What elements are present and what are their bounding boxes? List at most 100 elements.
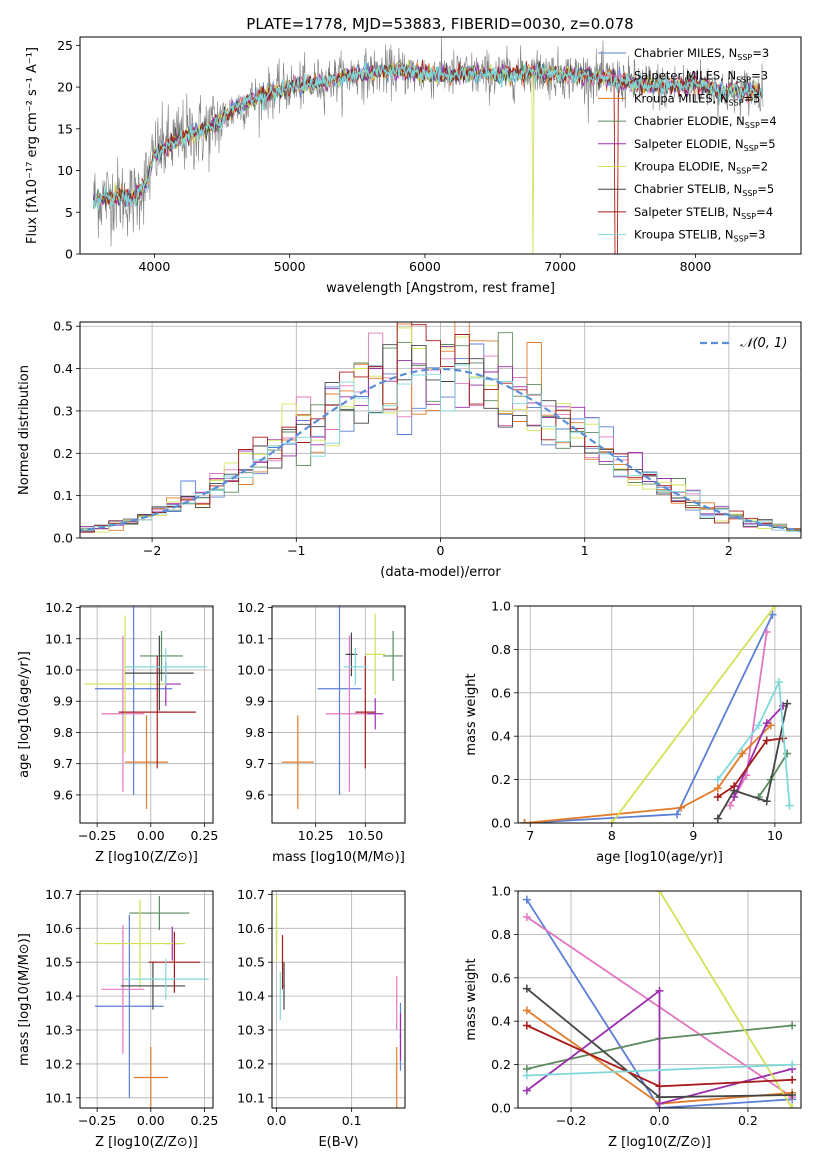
y-tick-label: 9.7 — [53, 756, 73, 771]
age-vs-mass-panel: 10.25 10.50 9.6 9.7 9.8 9.9 10.0 10.1 10.2 mass [… — [237, 600, 406, 865]
y-tick-label: 9.8 — [245, 725, 265, 740]
y-tick-label: 9.6 — [245, 787, 265, 802]
x-tick-label: 0.2 — [738, 1113, 758, 1128]
kroupa-miles-marker — [677, 803, 686, 812]
chabrier-stelib-marker — [788, 1090, 797, 1099]
legend-name: Kroupa MILES, N — [634, 91, 729, 105]
x-tick-label: 5000 — [274, 259, 306, 274]
y-tick-label: 10.0 — [237, 663, 265, 678]
legend-label-chabrier-elodie: Chabrier ELODIE, NSSP=4 — [634, 114, 777, 130]
x-tick-label: 7 — [526, 828, 534, 843]
y-tick-label: 10.4 — [45, 989, 73, 1004]
legend-name: Salpeter ELODIE, N — [634, 137, 744, 151]
x-axis-label: mass [log10(M/M⊙)] — [272, 850, 405, 865]
salpeter-miles-marker — [726, 801, 735, 810]
y-tick-label: 10.7 — [237, 887, 265, 902]
x-tick-label: 0.0 — [650, 1113, 670, 1128]
chabrier-stelib-marker — [522, 984, 531, 993]
x-axis-label: E(B-V) — [318, 1135, 358, 1150]
chabrier-stelib-marker — [713, 814, 722, 823]
y-tick-label: 0.2 — [491, 772, 511, 787]
x-axis-label: Z [log10(Z/Z⊙)] — [95, 850, 198, 865]
y-tick-label: 0 — [65, 247, 73, 262]
y-tick-label: 10.1 — [45, 631, 73, 646]
y-tick-label: 10.3 — [237, 1023, 265, 1038]
legend-label-kroupa-miles: Kroupa MILES, NSSP=5 — [634, 91, 760, 107]
x-tick-label: 7000 — [544, 259, 576, 274]
y-tick-label: 10.5 — [237, 955, 265, 970]
y-tick-label: 0.2 — [53, 446, 73, 461]
kroupa-elodie-weight-line — [611, 606, 776, 823]
kroupa-elodie-weight-line — [658, 891, 793, 1108]
spectrum-title: PLATE=1778, MJD=53883, FIBERID=0030, z=0… — [246, 15, 633, 33]
plot-area — [281, 606, 404, 809]
y-tick-label: 9.8 — [53, 725, 73, 740]
y-tick-label: 10.4 — [237, 989, 265, 1004]
legend-subscript: SSP — [734, 235, 749, 244]
x-tick-label: 0.1 — [342, 1113, 362, 1128]
legend-tail: =2 — [751, 160, 768, 174]
y-tick-label: 10 — [57, 163, 73, 178]
y-tick-label: 0.4 — [491, 1014, 511, 1029]
x-axis-label: Z [log10(Z/Z⊙)] — [608, 1135, 711, 1150]
chabrier-miles-marker — [768, 610, 777, 619]
y-tick-label: 0.6 — [491, 970, 511, 985]
salpeter-stelib-marker — [655, 1082, 664, 1091]
y-tick-label: 15 — [57, 121, 73, 136]
plot-area — [275, 894, 402, 1108]
salpeter-elodie-marker — [655, 986, 664, 995]
legend-name: Chabrier ELODIE, N — [634, 114, 745, 128]
y-tick-label: 10.6 — [237, 921, 265, 936]
y-tick-label: 1.0 — [491, 884, 511, 899]
axes-frame — [79, 36, 802, 255]
legend-label-salpeter-elodie: Salpeter ELODIE, NSSP=5 — [634, 137, 776, 153]
x-tick-label: −0.2 — [556, 1113, 586, 1128]
y-tick-label: 0.0 — [491, 1101, 511, 1116]
y-axis-label: age [log10(age/yr)] — [17, 651, 32, 778]
legend-label-salpeter-miles: Salpeter MILES, NSSP=3 — [634, 69, 768, 85]
y-tick-label: 10.5 — [45, 955, 73, 970]
legend-subscript: SSP — [742, 189, 757, 198]
y-tick-label: 0.0 — [53, 531, 73, 546]
x-axis-label: (data-model)/error — [380, 565, 501, 580]
legend-subscript: SSP — [741, 212, 756, 221]
y-tick-label: 5 — [65, 205, 73, 220]
salpeter-elodie-model-line — [93, 62, 763, 208]
legend-label-chabrier-miles: Chabrier MILES, NSSP=3 — [634, 46, 769, 62]
chabrier-elodie-marker — [788, 1021, 797, 1030]
y-tick-label: 9.9 — [53, 694, 73, 709]
y-axis-label: mass weight — [464, 673, 479, 755]
y-tick-label: 10.1 — [237, 631, 265, 646]
y-tick-label: 0.8 — [491, 642, 511, 657]
y-tick-label: 25 — [57, 38, 73, 53]
legend-name: Chabrier STELIB, N — [634, 182, 742, 196]
chabrier-miles-weight-line — [526, 899, 793, 1108]
spectrum-panel: 4000 5000 6000 7000 8000 0 5 10 15 20 25 wavelength… — [25, 36, 802, 296]
kroupa-elodie-marker — [655, 891, 664, 895]
y-tick-label: 10.3 — [45, 1023, 73, 1038]
kroupa-stelib-marker — [754, 721, 763, 730]
x-axis-label: wavelength [Angstrom, rest frame] — [326, 281, 555, 296]
legend-label-normal: 𝒩(0, 1) — [740, 336, 787, 351]
y-axis-label: Flux [fλ10⁻¹⁷ erg cm⁻² s⁻¹ A⁻¹] — [25, 47, 40, 244]
kroupa-stelib-marker — [788, 1060, 797, 1069]
y-tick-label: 10.2 — [237, 1056, 265, 1071]
plot-area — [80, 322, 801, 535]
legend-subscript: SSP — [737, 53, 752, 62]
kroupa-elodie-marker — [770, 606, 779, 610]
chabrier-stelib-marker — [783, 699, 792, 708]
axes-frame — [79, 605, 214, 824]
kroupa-stelib-marker — [774, 677, 783, 686]
age-vs-z-panel: −0.25 0.00 0.25 9.6 9.7 9.8 9.9 10.0 10.1 10.2 Z [… — [17, 600, 218, 865]
x-tick-label: 6000 — [409, 259, 441, 274]
x-tick-label: 0.25 — [190, 828, 218, 843]
y-tick-label: 10.2 — [237, 600, 265, 615]
axes-frame — [79, 321, 802, 539]
x-tick-label: 9 — [689, 828, 697, 843]
y-axis-label: mass [log10(M/M⊙)] — [17, 933, 32, 1066]
legend-tail: =4 — [760, 114, 777, 128]
salpeter-stelib-marker — [522, 1021, 531, 1030]
x-tick-label: 2 — [725, 543, 733, 558]
kroupa-miles-marker — [520, 819, 529, 823]
